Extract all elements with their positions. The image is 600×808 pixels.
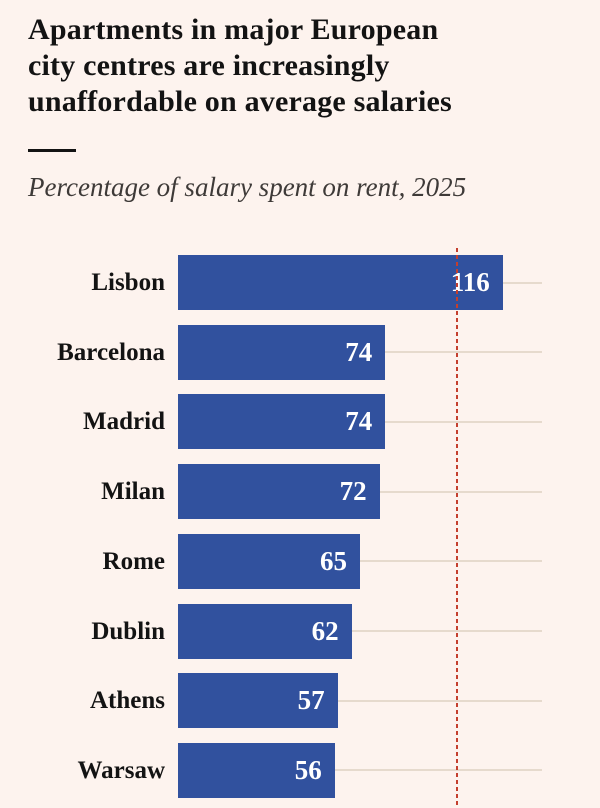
bar-value-label: 72 — [339, 476, 367, 507]
title-rule — [28, 149, 76, 152]
bar-value-label: 57 — [297, 685, 325, 716]
bar: 74 — [178, 394, 386, 450]
reference-line — [456, 248, 458, 808]
bar-value-label: 65 — [320, 545, 347, 576]
bar-value-label: 74 — [345, 336, 373, 367]
bar: 116 — [178, 255, 503, 310]
bar: 56 — [178, 742, 335, 798]
category-label: Warsaw — [77, 756, 166, 784]
category-label: Lisbon — [91, 269, 165, 296]
page-title-line: Apartments in major European — [28, 13, 439, 46]
gridline — [178, 630, 542, 632]
bar-chart: Lisbon 116 Barcelona 74 Madrid 74 Milan 72 Rome 6… — [0, 248, 600, 808]
category-label: Barcelona — [57, 338, 165, 366]
category-label: Milan — [101, 478, 165, 506]
page-title-line: city centres are increasingly — [28, 49, 390, 82]
bar: 65 — [178, 533, 360, 589]
page-title: Apartments in major European city centre… — [28, 12, 578, 120]
category-label: Athens — [89, 687, 165, 715]
gridline — [178, 699, 542, 702]
chart-subtitle: Percentage of salary spent on rent, 2025 — [28, 172, 467, 202]
bar: 57 — [178, 673, 338, 729]
bar: 74 — [178, 324, 386, 380]
gridline — [178, 769, 542, 772]
page-title-line: unaffordable on average salaries — [28, 85, 452, 118]
bar: 72 — [178, 464, 380, 520]
bar-value-label: 62 — [311, 615, 339, 646]
bar: 62 — [178, 603, 352, 659]
category-label: Dublin — [91, 617, 165, 645]
bar-value-label: 116 — [450, 267, 490, 297]
bar-value-label: 74 — [345, 406, 373, 437]
category-label: Madrid — [83, 408, 165, 436]
category-label: Rome — [102, 547, 165, 575]
gridline — [178, 560, 542, 563]
bar-value-label: 56 — [294, 754, 322, 785]
